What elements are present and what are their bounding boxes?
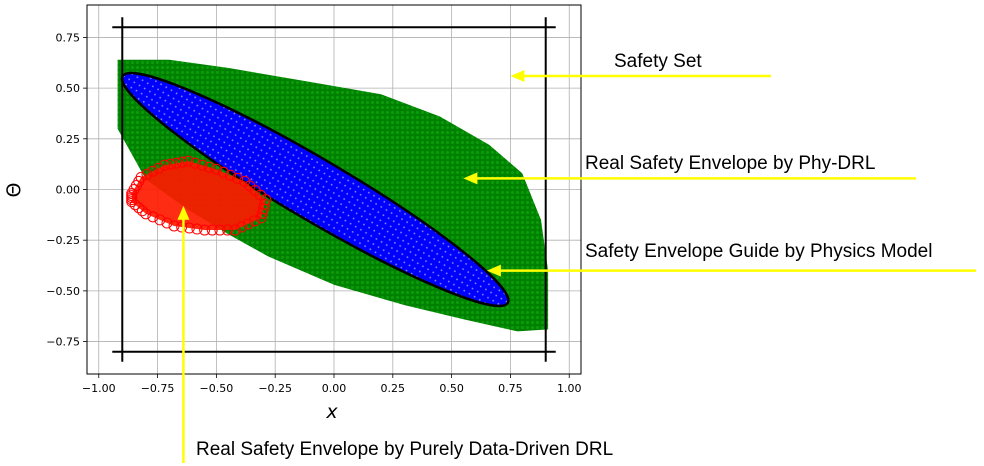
red-edge-marker-19	[232, 172, 244, 184]
red-edge-marker-35	[206, 224, 218, 236]
red-edge-marker-27	[256, 207, 268, 219]
red-edge-marker-43	[147, 211, 159, 223]
y-axis-ticks: −0.75 −0.50 −0.25 0.00 0.25 0.50 0.75	[46, 31, 87, 349]
red-edge-marker-32	[229, 224, 241, 236]
x-axis-label: x	[325, 401, 338, 423]
safety-set-boundary	[112, 17, 556, 362]
red-edge-marker-14	[196, 159, 208, 171]
red-edge-marker-9	[165, 158, 177, 170]
x-axis-ticks: −1.00 −0.75 −0.50 −0.25 0.00 0.25 0.50 0.75 1.00	[82, 374, 582, 395]
annotation-text-2: Safety Envelope Guide by Physics Model	[585, 241, 932, 262]
x-tick-label-0: −1.00	[82, 382, 116, 395]
red-edge-marker-30	[242, 218, 254, 230]
red-edge-marker-28	[255, 212, 267, 224]
annotation-text-0: Safety Set	[614, 51, 702, 72]
red-edge-marker-31	[236, 221, 248, 233]
x-tick-label-6: 0.50	[439, 382, 464, 395]
red-edge-marker-16	[210, 163, 222, 175]
red-edge-marker-45	[136, 205, 148, 217]
y-tick-label-4: 0.25	[56, 133, 81, 146]
red-edge-marker-12	[182, 155, 194, 167]
red-edge-marker-18	[224, 169, 236, 181]
annotation-text-3: Real Safety Envelope by Purely Data-Driv…	[196, 439, 613, 460]
plot-body	[117, 59, 549, 332]
red-edge-marker-41	[161, 217, 173, 229]
y-tick-label-5: 0.50	[56, 82, 81, 95]
y-tick-label-6: 0.75	[56, 31, 81, 44]
red-edge-marker-39	[176, 221, 188, 233]
y-axis-label: Θ	[3, 183, 25, 198]
red-edge-marker-36	[199, 224, 211, 236]
y-tick-label-1: −0.50	[46, 285, 80, 298]
red-edge-marker-29	[249, 215, 261, 227]
red-edge-marker-46	[133, 202, 145, 214]
red-edge-marker-42	[154, 214, 166, 226]
red-edge-marker-5	[141, 168, 153, 180]
x-tick-label-8: 1.00	[557, 382, 582, 395]
y-tick-label-0: −0.75	[46, 336, 80, 349]
red-edge-marker-11	[176, 156, 188, 168]
red-edge-marker-8	[159, 159, 171, 171]
red-edge-marker-6	[147, 165, 159, 177]
red-edge-marker-4	[135, 171, 147, 183]
annotation-arrow-head-2	[486, 264, 501, 277]
annotation-arrow-head-3	[177, 205, 190, 220]
annotation-arrow-head-0	[510, 69, 525, 82]
annotation-arrow-head-1	[463, 172, 478, 185]
red-edge-marker-44	[140, 208, 152, 220]
x-tick-label-3: −0.25	[258, 382, 292, 395]
x-tick-label-4: 0.00	[322, 382, 347, 395]
red-edge-marker-40	[168, 220, 180, 232]
red-edge-marker-10	[170, 157, 182, 169]
red-edge-marker-13	[189, 157, 201, 169]
red-edge-marker-17	[217, 166, 229, 178]
annotations: Safety Set Real Safety Envelope by Phy-DR…	[177, 51, 976, 463]
red-edge-marker-33	[222, 224, 234, 236]
red-edge-marker-15	[203, 161, 215, 173]
red-edge-marker-51	[126, 190, 138, 202]
x-tick-label-2: −0.50	[200, 382, 234, 395]
red-edge-marker-7	[153, 162, 165, 174]
x-tick-label-7: 0.75	[498, 382, 523, 395]
x-tick-label-5: 0.25	[381, 382, 406, 395]
red-edge-marker-34	[214, 224, 226, 236]
red-edge-marker-37	[191, 223, 203, 235]
annotation-text-1: Real Safety Envelope by Phy-DRL	[585, 153, 875, 174]
x-tick-label-1: −0.75	[141, 382, 175, 395]
data-driven-envelope-edge-markers	[126, 155, 272, 236]
y-tick-label-2: −0.25	[46, 234, 80, 247]
y-tick-label-3: 0.00	[56, 184, 81, 197]
